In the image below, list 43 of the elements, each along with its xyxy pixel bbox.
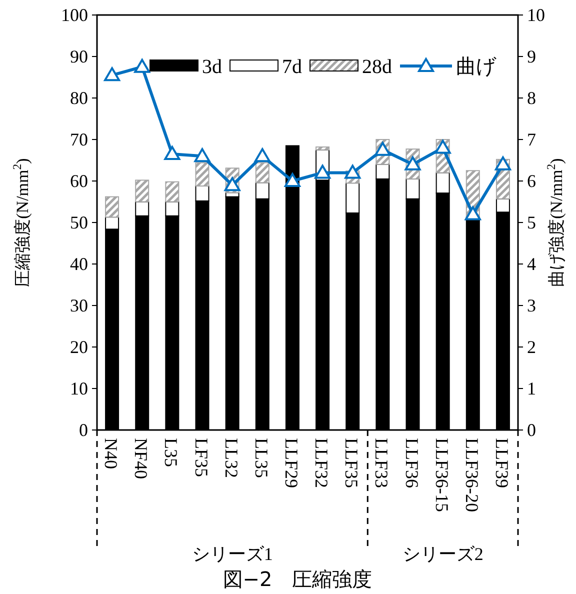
x-tick-label: LLF36-20 — [462, 438, 482, 512]
legend-label: 7d — [282, 56, 302, 78]
y2-tick-label: 8 — [527, 88, 536, 108]
y2-tick-label: 10 — [527, 5, 545, 25]
y2-tick-label: 7 — [527, 130, 536, 150]
y-tick-label: 100 — [61, 5, 88, 25]
x-tick-label: LLF35 — [342, 438, 362, 488]
x-tick-label: LLF33 — [372, 438, 392, 488]
x-tick-label: LL32 — [221, 438, 242, 478]
y2-tick-label: 1 — [527, 378, 536, 398]
y-tick-label: 10 — [70, 378, 88, 398]
y2-tick-label: 5 — [527, 212, 536, 232]
y2-tick-label: 9 — [527, 46, 536, 66]
x-tick-label: L35 — [161, 438, 182, 467]
y2-tick-label: 3 — [527, 296, 536, 316]
y2-tick-label: 4 — [527, 254, 536, 274]
x-tick-label: LLF39 — [492, 438, 512, 488]
x-tick-label: LLF29 — [281, 438, 302, 488]
legend-label: 28d — [362, 56, 392, 78]
text: シリーズ2 — [402, 544, 484, 564]
text: 図−2 圧縮強度 — [222, 567, 372, 591]
y2-tick-label: 2 — [527, 337, 536, 357]
y2-tick-label: 6 — [527, 171, 536, 191]
y-tick-label: 70 — [70, 130, 88, 150]
y-tick-label: 60 — [70, 171, 88, 191]
x-tick-label: LLF36 — [402, 438, 422, 488]
y-tick-label: 90 — [70, 46, 88, 66]
legend-label: 3d — [202, 56, 222, 78]
y-tick-label: 40 — [70, 254, 88, 274]
x-tick-label: N40 — [101, 438, 122, 469]
x-tick-label: LF35 — [191, 438, 212, 478]
y-tick-label: 50 — [70, 212, 88, 232]
legend-label: 曲げ — [456, 56, 497, 78]
y-tick-label: 20 — [70, 337, 88, 357]
y-tick-label: 80 — [70, 88, 88, 108]
x-tick-label: LL35 — [251, 438, 272, 478]
y-tick-label: 0 — [79, 420, 88, 440]
x-tick-label: LLF32 — [312, 438, 332, 488]
x-tick-label: NF40 — [131, 438, 152, 480]
y-tick-label: 30 — [70, 296, 88, 316]
x-tick-label: LLF36-15 — [432, 438, 452, 512]
y2-tick-label: 0 — [527, 420, 536, 440]
text: シリーズ1 — [192, 544, 273, 564]
